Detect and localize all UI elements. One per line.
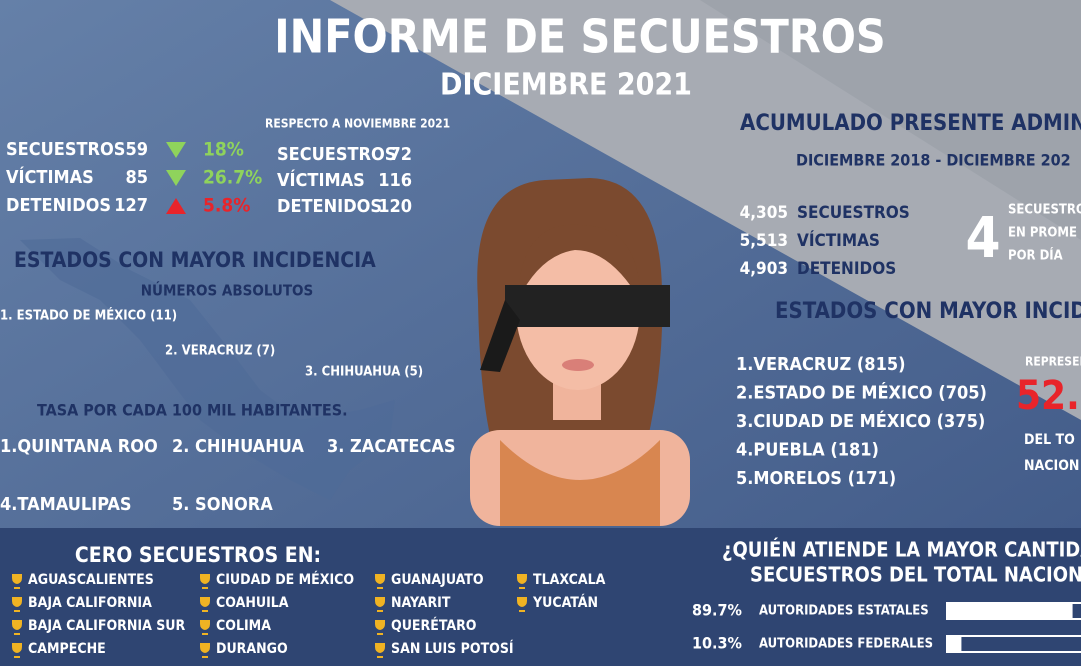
zero-state: COAHUILA — [216, 595, 289, 611]
absolute-item: 1. ESTADO DE MÉXICO (11) — [0, 308, 177, 324]
daily-value: 4 — [965, 206, 1000, 271]
rate-item: 1.QUINTANA ROO — [0, 436, 158, 457]
top-state: 5.MORELOS (171) — [736, 468, 896, 489]
illustration — [470, 178, 690, 526]
accumulated-label: DETENIDOS — [797, 259, 896, 279]
bar — [947, 603, 1073, 619]
bar — [947, 636, 962, 652]
trophy-icon — [375, 620, 385, 635]
month-change: 5.8% — [203, 195, 250, 217]
comparison-value: 116 — [378, 170, 412, 191]
month-label: VÍCTIMAS — [6, 166, 94, 188]
title: INFORME DE SECUESTROS — [274, 10, 885, 64]
attention-share: 10.3% — [692, 634, 742, 653]
trend-arrow — [166, 198, 186, 214]
daily-line: POR DÍA — [1008, 248, 1063, 264]
month-change: 26.7% — [203, 167, 262, 189]
zero-title: CERO SECUESTROS EN: — [75, 543, 321, 567]
month-value: 85 — [125, 167, 148, 188]
zero-state: BAJA CALIFORNIA — [28, 595, 152, 611]
comparison-value: 120 — [378, 196, 412, 217]
rate-item: 3. ZACATECAS — [327, 436, 456, 457]
zero-state: TLAXCALA — [533, 572, 606, 588]
subtitle: DICIEMBRE 2021 — [440, 68, 692, 103]
zero-state: DURANGO — [216, 641, 288, 657]
accumulated-title: ACUMULADO PRESENTE ADMINISTRA — [740, 111, 1081, 136]
trophy-icon — [12, 643, 22, 658]
top-states-title: ESTADOS CON MAYOR INCIDENCIA — [775, 299, 1081, 324]
rate-item: 5. SONORA — [172, 494, 273, 515]
accumulated-value: 5,513 — [740, 231, 788, 251]
trophy-icon — [375, 643, 385, 658]
zero-state: SAN LUIS POTOSÍ — [391, 640, 514, 657]
represent-line: NACION — [1024, 458, 1079, 474]
absolute-item: 3. CHIHUAHUA (5) — [305, 365, 423, 380]
accumulated-value: 4,305 — [740, 203, 788, 223]
attention-label: AUTORIDADES ESTATALES — [759, 604, 929, 619]
attention-title: ¿QUIÉN ATIENDE LA MAYOR CANTIDA — [722, 538, 1081, 562]
zero-state: GUANAJUATO — [391, 572, 484, 588]
accumulated-period: DICIEMBRE 2018 - DICIEMBRE 202 — [796, 151, 1071, 170]
trend-arrow — [166, 170, 186, 186]
trophy-icon — [12, 620, 22, 635]
states-title: ESTADOS CON MAYOR INCIDENCIA — [14, 248, 376, 272]
accumulated-value: 4,903 — [740, 259, 788, 279]
attention-title: SECUESTROS DEL TOTAL NACIONA — [750, 563, 1081, 587]
rate-item: 4.TAMAULIPAS — [0, 494, 132, 515]
trophy-icon — [200, 620, 210, 635]
trophy-icon — [375, 574, 385, 589]
zero-state: NAYARIT — [391, 595, 451, 611]
gray-panel-dark — [700, 0, 1081, 240]
month-value: 127 — [114, 195, 148, 216]
comparison-label: VÍCTIMAS — [277, 169, 365, 191]
content: INFORME DE SECUESTROS DICIEMBRE 2021 RESPE… — [0, 10, 1081, 658]
trophy-icon — [200, 574, 210, 589]
top-state: 2.ESTADO DE MÉXICO (705) — [736, 382, 987, 404]
zero-state: CAMPECHE — [28, 641, 106, 657]
zero-state: BAJA CALIFORNIA SUR — [28, 618, 186, 634]
month-label: SECUESTROS — [6, 139, 125, 160]
trophy-icon — [375, 597, 385, 612]
attention-share: 89.7% — [692, 601, 742, 620]
daily-line: EN PROME — [1008, 226, 1077, 241]
trophy-icon — [200, 643, 210, 658]
represent-line: DEL TO — [1024, 432, 1075, 448]
attention-label: AUTORIDADES FEDERALES — [759, 637, 933, 652]
zero-state: AGUASCALIENTES — [28, 572, 154, 588]
top-state: 4.PUEBLA (181) — [736, 440, 879, 461]
daily-line: SECUESTRO — [1008, 203, 1081, 218]
mexico-map — [20, 238, 395, 500]
zero-state: CIUDAD DE MÉXICO — [216, 571, 354, 588]
trophy-icon — [12, 597, 22, 612]
top-state: 3.CIUDAD DE MÉXICO (375) — [736, 410, 985, 432]
rate-title: TASA POR CADA 100 MIL HABITANTES. — [37, 401, 348, 420]
month-value: 59 — [125, 139, 148, 160]
accumulated-label: SECUESTROS — [797, 203, 910, 223]
trophy-icon — [12, 574, 22, 589]
trophy-icon — [517, 597, 527, 612]
trophy-icon — [517, 574, 527, 589]
bottom-band — [0, 528, 1081, 666]
comparison-value: 72 — [389, 144, 412, 165]
zero-state: COLIMA — [216, 618, 271, 634]
absolute-item: 2. VERACRUZ (7) — [165, 344, 275, 359]
trophy-icon — [200, 597, 210, 612]
month-label: DETENIDOS — [6, 195, 111, 216]
month-change: 18% — [203, 139, 244, 161]
trend-arrow — [166, 142, 186, 158]
zero-state: YUCATÁN — [532, 594, 598, 611]
comparison-label: DETENIDOS — [277, 196, 382, 217]
represent-label: REPRESEN — [1025, 355, 1081, 369]
top-state: 1.VERACRUZ (815) — [736, 354, 906, 375]
accumulated-label: VÍCTIMAS — [797, 229, 880, 251]
absolute-title: NÚMEROS ABSOLUTOS — [141, 281, 314, 300]
zero-state: QUERÉTARO — [391, 617, 477, 634]
rate-item: 2. CHIHUAHUA — [172, 436, 304, 457]
represent-value: 52.1 — [1016, 373, 1081, 419]
comparison-title: RESPECTO A NOVIEMBRE 2021 — [265, 117, 450, 131]
comparison-label: SECUESTROS — [277, 144, 396, 165]
